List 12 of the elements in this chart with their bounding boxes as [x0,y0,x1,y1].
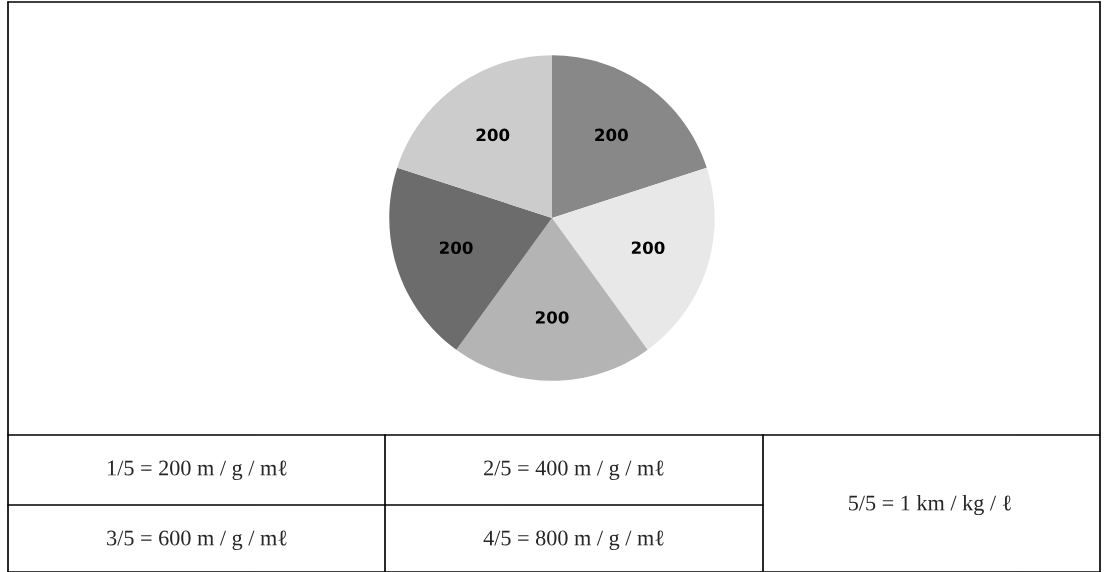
text: 5/5 = 1 km / kg / ℓ [849,494,1011,516]
pie-slice [397,55,552,218]
pie-slice [552,55,707,218]
text: 3/5 = 600 m / g / mℓ [107,530,287,551]
data-label: 200 [439,241,473,255]
text: 2/5 = 400 m / g / mℓ [484,460,664,481]
data-label: 200 [476,128,510,142]
data-label: 200 [595,128,628,142]
text: 4/5 = 800 m / g / mℓ [483,530,664,551]
data-label: 200 [631,241,665,255]
data-label: 200 [535,311,569,324]
text: 1/5 = 200 m / g / mℓ [108,460,287,481]
